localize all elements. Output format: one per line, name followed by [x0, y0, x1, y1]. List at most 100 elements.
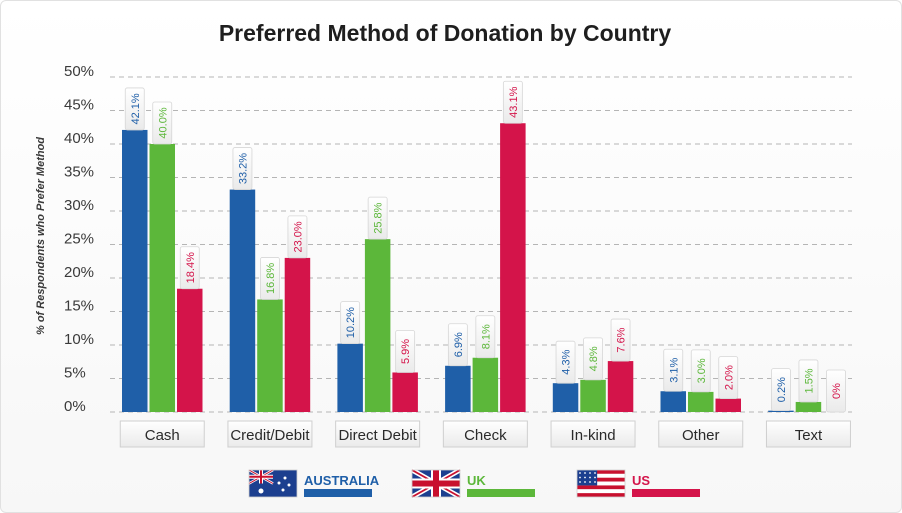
data-label: 0%	[831, 383, 843, 399]
data-label: 6.9%	[453, 332, 465, 357]
data-label-box	[771, 368, 791, 412]
category-label: Cash	[145, 427, 180, 444]
data-label-box	[555, 340, 576, 384]
data-label: 4.3%	[561, 349, 573, 374]
category-label: Credit/Debit	[230, 427, 310, 444]
data-label: 43.1%	[508, 86, 520, 117]
legend-item-us: US	[576, 469, 700, 498]
data-label-box	[152, 101, 173, 145]
bar-australia-6	[768, 410, 794, 412]
flag-icon-us	[576, 469, 626, 498]
data-label-box	[367, 196, 388, 240]
data-label-box	[395, 330, 416, 373]
legend-item-uk: UK	[410, 467, 535, 500]
legend: AUSTRALIA UK US	[248, 467, 700, 500]
category-box	[658, 420, 744, 448]
data-label: 3.0%	[696, 358, 708, 383]
bar-us-5	[715, 398, 741, 412]
bar-uk-4	[580, 379, 606, 412]
bar-australia-3	[445, 365, 471, 412]
data-label-box	[690, 349, 711, 393]
bar-australia-4	[552, 383, 579, 412]
category-box	[765, 420, 851, 448]
bar-us-2	[392, 372, 418, 412]
data-label: 2.0%	[723, 365, 735, 390]
bar-uk-0	[149, 144, 175, 412]
data-label: 10.2%	[345, 307, 357, 338]
data-label-box	[340, 301, 361, 345]
data-label-box	[260, 257, 280, 300]
legend-swatch	[632, 489, 700, 497]
y-tick-label: 35%	[64, 164, 94, 181]
legend-label: US	[632, 473, 650, 488]
y-axis-ticks: 0% 5% 10% 15% 20% 25% 30% 35% 40% 45% 50%	[64, 63, 94, 415]
legend-swatch	[467, 489, 535, 497]
category-label: Check	[464, 427, 507, 444]
data-label: 4.8%	[588, 346, 600, 371]
category-labels: Cash Credit/Debit Direct Debit Check In-kind…	[119, 420, 851, 448]
data-label: 16.8%	[265, 263, 277, 294]
data-label: 0.2%	[776, 377, 788, 402]
data-label-box	[718, 356, 739, 400]
data-label: 33.2%	[237, 153, 249, 184]
data-label-box	[475, 315, 496, 359]
data-label-box	[287, 215, 308, 259]
bar-uk-2	[364, 239, 391, 412]
data-label-box	[447, 323, 468, 367]
flag-icon-australia	[248, 468, 298, 498]
data-label: 8.1%	[480, 324, 492, 349]
bar-australia-0	[122, 129, 148, 412]
bar-us-4	[607, 361, 634, 412]
bar-uk-1	[257, 299, 283, 412]
y-tick-label: 40%	[64, 130, 94, 147]
flag-icon-uk	[410, 467, 462, 500]
y-axis-label: % of Respondents who Prefer Method	[35, 137, 47, 335]
bar-australia-2	[337, 343, 363, 412]
category-label: Direct Debit	[338, 427, 417, 444]
legend-item-australia: AUSTRALIA	[248, 468, 380, 498]
data-label-box	[232, 147, 253, 190]
data-label-box	[502, 80, 523, 124]
chart-title: Preferred Method of Donation by Country	[219, 20, 672, 46]
y-tick-label: 20%	[64, 264, 94, 281]
data-label: 1.5%	[803, 368, 815, 393]
y-tick-label: 50%	[64, 63, 94, 80]
data-label-box	[663, 348, 684, 392]
bar-us-0	[177, 288, 203, 412]
bar-us-3	[500, 123, 526, 412]
data-label: 40.0%	[157, 107, 169, 138]
bar-uk-5	[688, 391, 714, 412]
bar-uk-3	[472, 357, 499, 412]
category-label: Other	[682, 427, 720, 444]
legend-label: AUSTRALIA	[304, 473, 380, 488]
y-tick-label: 10%	[64, 331, 94, 348]
category-label: Text	[795, 427, 823, 444]
data-label: 5.9%	[400, 339, 412, 364]
bar-uk-6	[795, 401, 822, 412]
data-label: 23.0%	[292, 221, 304, 252]
y-tick-label: 0%	[64, 398, 86, 415]
category-box	[442, 420, 528, 448]
data-label-box	[124, 87, 145, 131]
data-label: 42.1%	[130, 93, 142, 124]
data-label: 7.6%	[616, 327, 628, 352]
bars: 42.1% 40.0% 18.4% 33.2% 16.8% 23.0% 10.2% 25.8%…	[122, 80, 846, 413]
data-label-box	[826, 369, 846, 413]
data-label: 25.8%	[373, 202, 385, 233]
data-label-box	[179, 246, 200, 290]
data-label-box	[610, 318, 631, 362]
bar-australia-1	[229, 189, 256, 412]
y-tick-label: 25%	[64, 231, 94, 248]
data-label-box	[583, 337, 603, 381]
category-box	[550, 420, 636, 448]
bar-us-1	[284, 257, 311, 412]
category-box	[119, 420, 205, 448]
data-label: 18.4%	[185, 252, 197, 283]
category-box	[335, 420, 421, 448]
category-label: In-kind	[571, 427, 616, 444]
bar-australia-5	[660, 391, 686, 412]
y-tick-label: 45%	[64, 97, 94, 114]
category-box	[227, 420, 313, 448]
legend-label: UK	[467, 473, 486, 488]
